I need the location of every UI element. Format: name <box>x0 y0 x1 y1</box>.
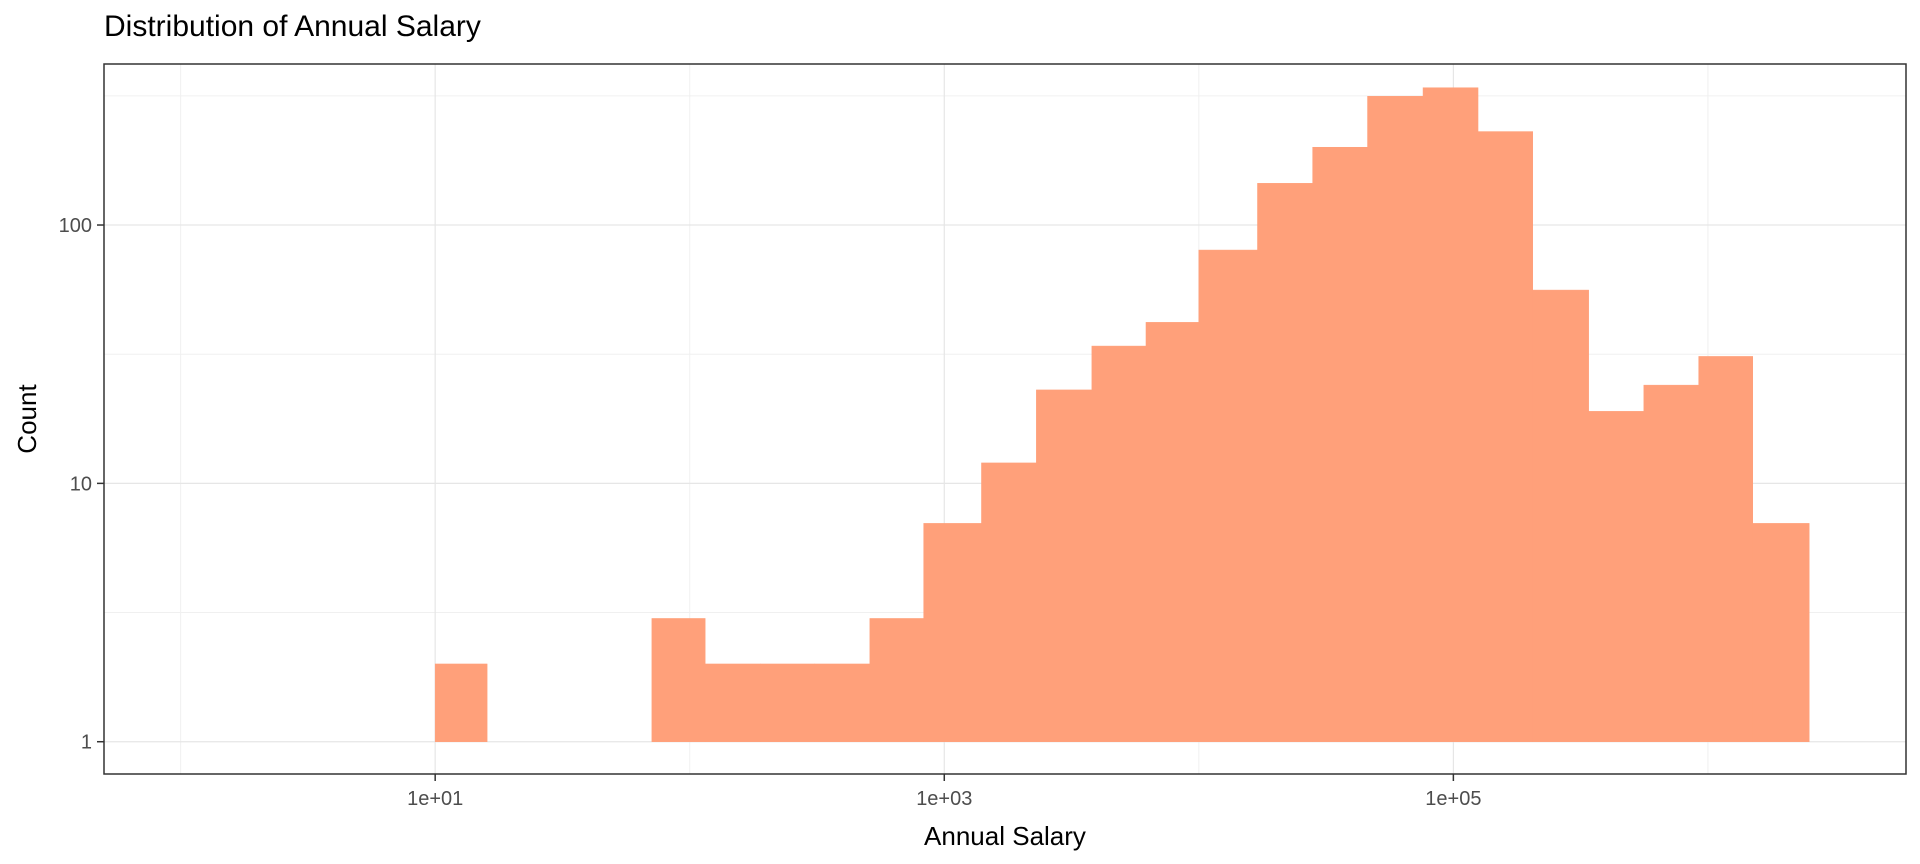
histogram-bar <box>1477 131 1533 742</box>
histogram-bar <box>1532 289 1589 742</box>
x-tick-label: 1e+03 <box>916 788 972 810</box>
histogram-bar <box>651 618 706 742</box>
histogram-bar <box>1588 411 1645 742</box>
histogram-bar <box>869 618 924 742</box>
histogram-bar <box>814 663 871 742</box>
y-axis-ticks: 1 10 100 <box>59 215 104 754</box>
histogram-bar <box>1198 249 1258 742</box>
histogram-bar <box>1312 146 1368 742</box>
histogram-bar <box>1752 523 1810 742</box>
histogram-bar <box>704 663 761 742</box>
x-axis-ticks: 1e+01 1e+03 1e+05 <box>407 774 1481 810</box>
histogram-bars <box>434 87 1810 742</box>
chart-title: Distribution of Annual Salary <box>104 10 481 43</box>
histogram-bar <box>1145 322 1200 742</box>
histogram-bar <box>1091 345 1147 742</box>
x-tick-label: 1e+01 <box>407 788 463 810</box>
histogram-bar <box>760 663 816 742</box>
histogram-bar <box>434 663 488 742</box>
y-axis-title: Count <box>12 384 42 454</box>
panel-border <box>103 63 1907 775</box>
histogram-bar <box>1698 356 1753 742</box>
histogram-bar <box>923 523 982 742</box>
histogram-bar <box>1422 87 1479 742</box>
x-tick-label: 1e+05 <box>1425 788 1481 810</box>
y-tick-label: 1 <box>81 732 92 754</box>
histogram-bar <box>1367 96 1424 742</box>
histogram-bar <box>981 462 1037 742</box>
histogram-bar <box>1036 389 1093 742</box>
y-tick-label: 100 <box>59 215 92 237</box>
histogram-bar <box>1643 384 1699 742</box>
histogram-bar <box>1257 183 1313 742</box>
y-tick-label: 10 <box>70 473 92 495</box>
x-axis-title: Annual Salary <box>924 821 1086 851</box>
